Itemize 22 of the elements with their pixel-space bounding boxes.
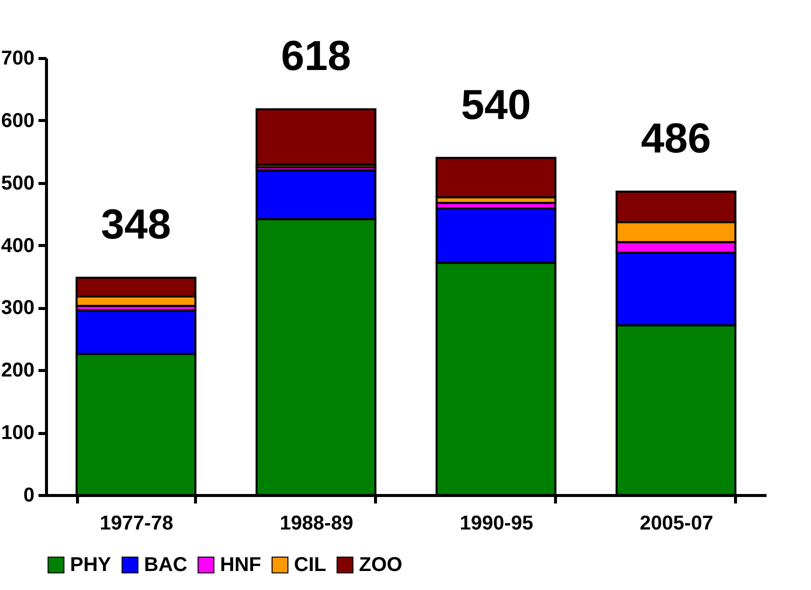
- y-tick-label: 500: [1, 172, 34, 194]
- x-tick-label: 2005-07: [640, 512, 714, 534]
- legend-label: CIL: [294, 554, 326, 576]
- y-tick-label: 300: [1, 297, 34, 320]
- bar: [256, 108, 376, 166]
- legend-label: PHY: [70, 554, 112, 576]
- total-label: 540: [460, 80, 532, 128]
- total-label: 348: [100, 200, 172, 248]
- legend-label: BAC: [144, 554, 188, 576]
- y-tick-label: 0: [23, 484, 34, 506]
- total-label: 486: [640, 114, 712, 162]
- y-tick-label: 700: [1, 48, 34, 70]
- y-tick-label: 600: [1, 110, 34, 132]
- x-tick-label: 1988-89: [280, 512, 354, 534]
- y-tick-label: 100: [1, 422, 34, 444]
- y-tick-label: 200: [1, 360, 34, 382]
- x-tick-label: 1990-95: [460, 512, 534, 534]
- total-label: 618: [280, 32, 352, 80]
- y-tick-label: 400: [1, 234, 34, 257]
- x-tick-label: 1977-78: [100, 512, 174, 534]
- legend-label: HNF: [220, 554, 262, 576]
- legend-label: ZOO: [359, 554, 402, 576]
